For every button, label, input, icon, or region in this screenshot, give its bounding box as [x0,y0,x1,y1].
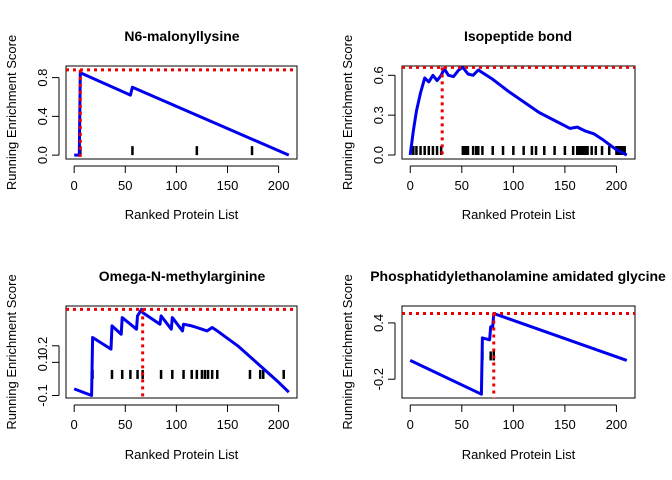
y-tick-label: -0.2 [371,368,386,390]
x-tick-label: 0 [407,417,414,432]
running-score-line [408,66,628,157]
y-tick-label: 0.1 [35,353,50,371]
y-tick-label: 0.4 [35,107,50,125]
y-axis-label: Running Enrichment Score [340,35,355,190]
x-tick-label: 0 [71,178,78,193]
running-score-line [74,71,290,157]
x-tick-label: 50 [455,178,469,193]
x-tick-label: 150 [554,178,576,193]
x-tick-label: 150 [554,417,576,432]
running-score-line [73,307,290,397]
y-axis-label: Running Enrichment Score [4,35,19,190]
x-axis-label: Ranked Protein List [125,447,239,462]
chart-panel-3: Omega-N-methylarginine 0 50 100 150 200 -0.1 0.… [4,268,298,462]
x-axis-label: Ranked Protein List [462,447,576,462]
y-tick-label: 0.2 [35,337,50,355]
x-axis-label: Ranked Protein List [125,207,239,222]
chart-panel-1: N6-malonyllysine 0 50 100 150 200 0.0 0.4 0.8 Ran… [4,28,298,222]
x-tick-label: 200 [268,417,290,432]
x-tick-label: 0 [71,417,78,432]
x-tick-label: 200 [606,178,628,193]
x-tick-label: 150 [217,417,239,432]
y-axis-label: Running Enrichment Score [340,274,355,429]
plot-frame [401,305,636,399]
chart-title: Isopeptide bond [464,28,572,44]
x-tick-label: 200 [268,178,290,193]
y-tick-label: 0.3 [371,106,386,124]
y-axis-label: Running Enrichment Score [4,274,19,429]
chart-panel-2: Isopeptide bond 0 50 100 150 200 0.0 0.3 0.6 Rank… [340,28,636,222]
chart-title: N6-malonyllysine [124,28,239,44]
chart-panel-4: Phosphatidylethanolamine amidated glycin… [340,268,666,462]
plot-area [402,312,635,398]
x-tick-label: 100 [166,178,188,193]
y-tick-label: 0.6 [371,66,386,84]
x-tick-label: 50 [118,178,132,193]
x-tick-label: 0 [407,178,414,193]
plot-frame [65,305,298,399]
plot-area [66,307,297,398]
x-tick-label: 100 [166,417,188,432]
plot-frame [65,65,298,160]
chart-title: Phosphatidylethanolamine amidated glycin… [370,268,666,284]
plot-frame [401,65,636,160]
x-tick-label: 150 [217,178,239,193]
x-axis-label: Ranked Protein List [462,207,576,222]
chart-title: Omega-N-methylarginine [99,268,266,284]
y-tick-label: 0.8 [35,69,50,87]
y-tick-label: 0.0 [35,146,50,164]
running-score-line [409,312,628,396]
plot-area [66,68,297,159]
x-tick-label: 100 [502,417,524,432]
y-tick-label: 0.0 [371,146,386,164]
x-tick-label: 50 [455,417,469,432]
x-tick-label: 50 [118,417,132,432]
y-tick-label: 0.4 [371,314,386,332]
y-tick-label: -0.1 [35,384,50,406]
x-tick-label: 200 [606,417,628,432]
plot-area [402,66,635,159]
x-tick-label: 100 [502,178,524,193]
